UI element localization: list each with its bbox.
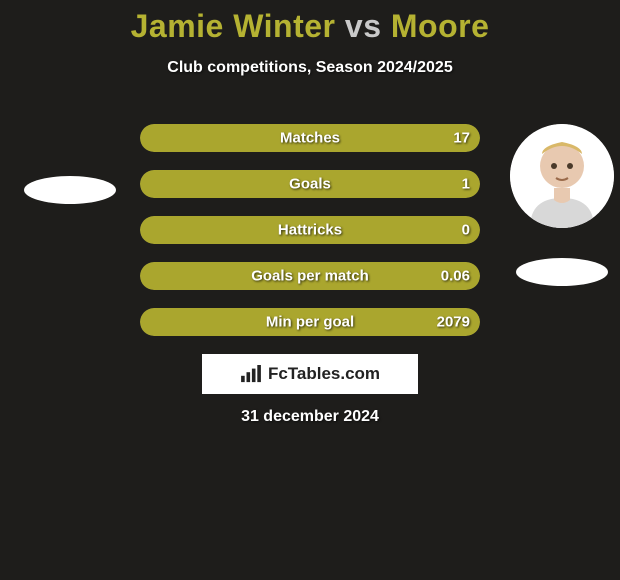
title-player1: Jamie Winter [131,8,336,44]
bar-label: Hattricks [278,222,342,239]
badge-left [24,176,116,204]
bar-row: Hattricks 0 [140,216,480,244]
badge-right [516,258,608,286]
title-player2: Moore [391,8,490,44]
avatar-placeholder-icon [510,124,614,228]
page-title: Jamie Winter vs Moore [0,0,620,45]
comparison-bars: Matches 17 Goals 1 Hattricks 0 Goals per match… [140,124,480,354]
fctables-text: FcTables.com [268,364,380,384]
bar-value-right: 17 [453,130,470,147]
fctables-badge: FcTables.com [202,354,418,394]
bar-label: Min per goal [266,314,354,331]
bar-row: Goals per match 0.06 [140,262,480,290]
bar-value-right: 2079 [437,314,470,331]
bar-row: Goals 1 [140,170,480,198]
bar-label: Goals per match [251,268,369,285]
subtitle: Club competitions, Season 2024/2025 [0,59,620,77]
bar-chart-icon [240,365,262,383]
bar-label: Goals [289,176,331,193]
bar-label: Matches [280,130,340,147]
avatar-right [510,124,614,228]
date-text: 31 december 2024 [0,408,620,426]
bar-value-right: 0.06 [441,268,470,285]
bar-row: Matches 17 [140,124,480,152]
bar-row: Min per goal 2079 [140,308,480,336]
bar-value-right: 0 [462,222,470,239]
bar-value-right: 1 [462,176,470,193]
title-vs: vs [345,8,382,44]
